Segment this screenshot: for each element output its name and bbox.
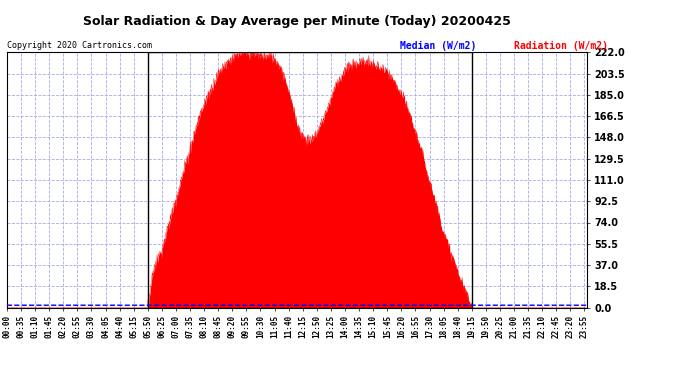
- Text: Median (W/m2): Median (W/m2): [400, 41, 477, 51]
- Text: Copyright 2020 Cartronics.com: Copyright 2020 Cartronics.com: [7, 41, 152, 50]
- Text: Radiation (W/m2): Radiation (W/m2): [514, 41, 608, 51]
- Text: Solar Radiation & Day Average per Minute (Today) 20200425: Solar Radiation & Day Average per Minute…: [83, 15, 511, 28]
- Bar: [148, 53, 472, 308]
